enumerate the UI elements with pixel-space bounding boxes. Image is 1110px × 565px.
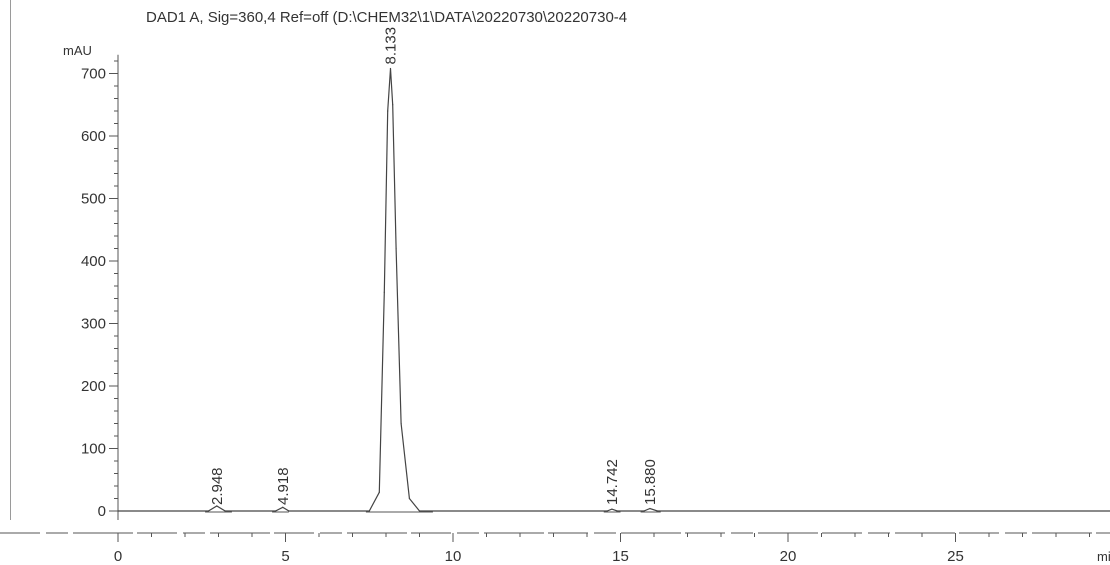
chromatogram-trace	[118, 68, 1110, 512]
left-margin-rule	[10, 0, 11, 520]
peak-label: 8.133	[382, 27, 399, 65]
trace-point	[389, 67, 392, 70]
trace-point	[400, 422, 402, 425]
x-axis-label: mi	[1097, 549, 1110, 564]
peak-label: 15.880	[642, 459, 659, 505]
trace-point	[288, 510, 290, 512]
y-tick-label: 200	[81, 378, 106, 395]
x-tick-label: 25	[947, 548, 964, 565]
trace-point	[216, 505, 218, 507]
x-tick-label: 0	[114, 548, 122, 565]
trace-group	[117, 67, 1110, 513]
trace-point	[387, 110, 389, 112]
y-tick-label: 0	[98, 503, 106, 520]
trace-point	[392, 104, 394, 106]
x-tick-label: 15	[612, 548, 629, 565]
trace-point	[368, 510, 370, 512]
trace-point	[378, 491, 380, 493]
trace-point	[643, 510, 645, 512]
trace-point	[207, 510, 210, 512]
x-tick-label: 20	[780, 548, 797, 565]
y-axis-label: mAU	[63, 43, 92, 58]
y-tick-label: 100	[81, 441, 106, 458]
trace-point	[274, 510, 277, 512]
y-tick-label: 400	[81, 253, 106, 270]
trace-point	[383, 291, 385, 293]
trace-point	[395, 247, 397, 250]
trace-point	[117, 510, 119, 512]
trace-point	[649, 507, 651, 510]
trace-point	[606, 510, 608, 512]
y-tick-label: 500	[81, 191, 106, 208]
trace-point	[418, 510, 421, 512]
y-tick-label: 600	[81, 128, 106, 145]
trace-point	[656, 510, 658, 512]
chart-title: DAD1 A, Sig=360,4 Ref=off (D:\CHEM32\1\D…	[146, 9, 628, 26]
axes-group: 0 100 200 300 400 500 600 700 mAU 0 5 10 15 20 25 mi	[0, 43, 1110, 565]
trace-point	[616, 510, 618, 512]
y-tick-label: 300	[81, 316, 106, 333]
trace-point	[408, 497, 411, 500]
y-tick-label: 700	[81, 66, 106, 83]
x-tick-label: 5	[281, 548, 289, 565]
trace-point	[282, 506, 284, 508]
x-tick-label: 10	[445, 548, 462, 565]
peak-label: 2.948	[209, 467, 226, 505]
peak-label: 14.742	[604, 459, 621, 505]
peak-label: 4.918	[275, 467, 292, 505]
peak-labels-group: 2.948 4.918 8.133 14.742 15.880	[209, 27, 659, 505]
trace-point	[611, 508, 613, 510]
trace-point	[224, 510, 226, 512]
